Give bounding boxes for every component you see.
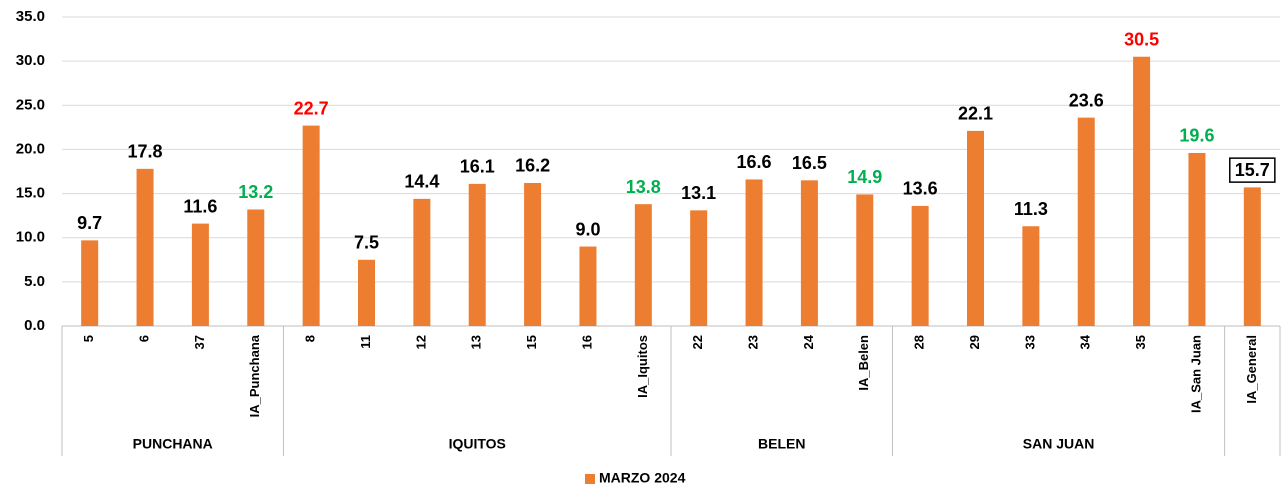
bar — [1077, 117, 1095, 326]
bar — [1188, 152, 1206, 326]
value-label: 9.7 — [77, 213, 102, 233]
bar — [358, 259, 375, 326]
label-box — [1229, 157, 1276, 183]
bar — [191, 223, 209, 326]
x-tick-label: IA_Belen — [856, 335, 871, 391]
bar — [911, 205, 929, 326]
x-tick-label: 15 — [524, 335, 539, 349]
x-tick-label: 29 — [967, 335, 982, 349]
value-label: 14.4 — [404, 172, 439, 192]
bar — [1243, 187, 1261, 326]
value-label: 15.7 — [1235, 160, 1270, 180]
bar — [745, 179, 763, 326]
y-tick-label: 35.0 — [16, 8, 45, 25]
bar — [856, 194, 874, 326]
x-tick-label: 11 — [358, 335, 373, 349]
group-label: IQUITOS — [449, 436, 506, 452]
value-label: 13.2 — [238, 182, 273, 202]
value-label: 13.8 — [626, 177, 661, 197]
y-tick-label: 20.0 — [16, 140, 45, 157]
value-label: 11.6 — [183, 196, 217, 216]
value-label: 19.6 — [1179, 126, 1214, 146]
x-tick-label: 23 — [745, 335, 760, 349]
x-tick-label: 5 — [81, 335, 96, 342]
bar — [302, 125, 320, 326]
group-label: SAN JUAN — [1023, 436, 1095, 452]
value-label: 22.7 — [294, 98, 329, 118]
bar — [247, 209, 265, 326]
bar — [1022, 226, 1040, 326]
x-tick-label: 12 — [413, 335, 428, 349]
x-tick-label: IA_San Juan — [1188, 335, 1203, 413]
x-tick-label: IA_General — [1244, 335, 1259, 404]
value-label: 13.1 — [681, 183, 716, 203]
bar — [1133, 56, 1151, 326]
bar — [413, 198, 431, 326]
y-tick-label: 30.0 — [16, 52, 45, 69]
x-tick-label: 22 — [690, 335, 705, 349]
value-label: 22.1 — [958, 104, 993, 124]
y-tick-label: 0.0 — [24, 317, 45, 334]
value-label: 14.9 — [847, 167, 882, 187]
x-tick-label: 34 — [1078, 334, 1093, 349]
x-tick-label: 8 — [303, 335, 318, 342]
y-tick-label: 25.0 — [16, 96, 45, 113]
bar — [468, 183, 486, 326]
x-tick-label: 13 — [469, 335, 484, 349]
value-label: 23.6 — [1069, 90, 1104, 110]
value-label: 16.6 — [737, 152, 772, 172]
group-label: BELEN — [758, 436, 805, 452]
x-tick-label: 16 — [579, 335, 594, 349]
value-label: 7.5 — [354, 233, 379, 253]
value-label: 16.2 — [515, 156, 550, 176]
y-tick-label: 15.0 — [16, 185, 45, 202]
x-tick-label: 28 — [912, 335, 927, 349]
bar — [136, 168, 154, 326]
legend-swatch — [585, 474, 595, 484]
group-label: PUNCHANA — [133, 436, 213, 452]
bar — [579, 246, 597, 326]
bar — [967, 130, 984, 326]
value-label: 30.5 — [1124, 29, 1159, 49]
y-tick-label: 5.0 — [24, 273, 45, 290]
value-label: 16.1 — [460, 157, 495, 177]
bar — [524, 182, 542, 326]
y-tick-label: 10.0 — [16, 229, 45, 246]
bar — [690, 210, 708, 326]
x-tick-label: 6 — [136, 335, 151, 342]
value-label: 9.0 — [575, 219, 600, 239]
value-label: 13.6 — [903, 179, 938, 199]
x-tick-label: 35 — [1133, 335, 1148, 349]
x-tick-label: 37 — [192, 335, 207, 349]
value-label: 11.3 — [1014, 199, 1048, 219]
x-tick-label: IA_Punchana — [247, 334, 262, 417]
bar — [634, 204, 652, 326]
legend-label: MARZO 2024 — [599, 470, 686, 486]
bar — [81, 240, 99, 326]
value-label: 16.5 — [792, 153, 827, 173]
x-tick-label: 24 — [801, 334, 816, 349]
value-label: 17.8 — [128, 142, 163, 162]
x-tick-label: IA_Iquitos — [635, 335, 650, 398]
bar — [800, 180, 818, 326]
x-tick-label: 33 — [1022, 335, 1037, 349]
